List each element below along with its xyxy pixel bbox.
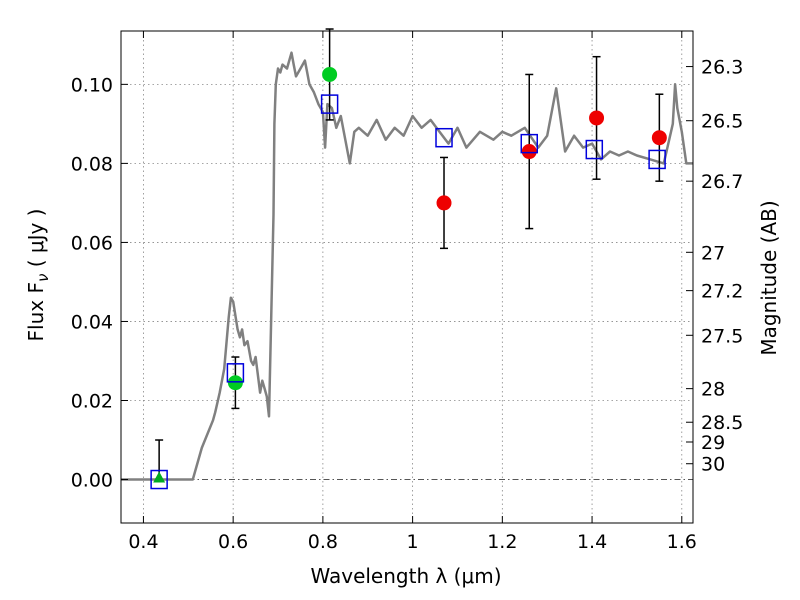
data-point-square xyxy=(150,469,168,490)
plot-frame xyxy=(120,30,694,524)
x-axis-label: Wavelength λ (μm) xyxy=(310,564,501,588)
magnitude-tick-label: 29 xyxy=(701,432,725,454)
y-tick-label: 0.04 xyxy=(71,311,113,333)
y-tick-label: 0.02 xyxy=(71,390,113,412)
error-bars xyxy=(155,28,664,481)
x-tick-label: 1.6 xyxy=(667,531,697,553)
y-axis-label-subscript: ν xyxy=(34,274,52,282)
magnitude-tick-label: 26.7 xyxy=(701,171,743,193)
data-point-circle xyxy=(322,66,338,82)
x-tick-label: 0.4 xyxy=(128,531,158,553)
data-point-square xyxy=(320,94,339,114)
y-tick-label: 0.00 xyxy=(71,470,113,492)
data-point-circle xyxy=(589,110,605,126)
magnitude-tick-label: 27 xyxy=(701,242,725,264)
x-tick-label: 0.6 xyxy=(218,531,248,553)
magnitude-tick-label: 27.5 xyxy=(701,325,743,347)
data-point-square xyxy=(435,127,453,148)
data-point-square xyxy=(226,363,245,383)
data-point-square xyxy=(648,149,666,170)
y-axis-label: Flux Fν ( μJy ) xyxy=(24,209,52,342)
magnitude-tick-label: 27.2 xyxy=(701,281,743,303)
x-tick-label: 0.8 xyxy=(308,531,338,553)
magnitude-tick-label: 26.3 xyxy=(701,57,743,79)
y-tick-label: 0.10 xyxy=(71,74,113,96)
x-tick-label: 1.2 xyxy=(487,531,517,553)
y-tick-label: 0.06 xyxy=(71,232,113,254)
x-tick-label: 1 xyxy=(407,531,419,553)
y-tick-labels: 0.00 0.02 0.04 0.06 0.08 0.10 xyxy=(71,74,113,491)
y-axis-label-main: Flux F xyxy=(24,282,48,341)
data-point-triangle xyxy=(153,471,166,483)
magnitude-tick-label: 28 xyxy=(701,379,725,401)
axis-ticks xyxy=(121,31,693,523)
y-axis-label-unit: ( μJy ) xyxy=(24,209,48,274)
data-point-circle xyxy=(227,375,243,391)
data-point-circle xyxy=(436,195,452,211)
data-point-square xyxy=(520,133,539,154)
magnitude-tick-label: 26.5 xyxy=(701,111,743,133)
magnitude-tick-label: 30 xyxy=(701,454,725,476)
y-tick-label: 0.08 xyxy=(71,153,113,175)
x-tick-labels: 0.4 0.6 0.8 1 1.2 1.4 1.6 xyxy=(128,531,697,553)
magnitude-tick-label: 28.5 xyxy=(701,412,743,434)
data-point-circle xyxy=(651,130,667,146)
model-spectrum-line xyxy=(121,51,693,481)
grid-lines xyxy=(121,31,693,523)
data-point-square xyxy=(585,139,604,160)
magnitude-axis-label: Magnitude (AB) xyxy=(757,200,781,355)
x-tick-label: 1.4 xyxy=(577,531,607,553)
data-markers xyxy=(150,66,667,490)
data-point-circle xyxy=(521,144,537,160)
